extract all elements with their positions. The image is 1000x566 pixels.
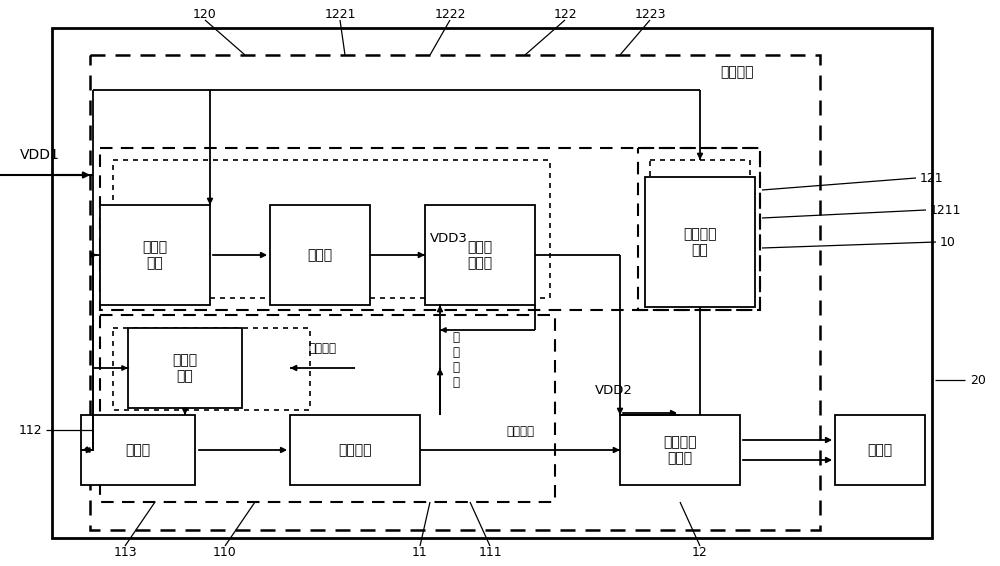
Text: 第一总线: 第一总线 <box>308 342 336 355</box>
Text: 120: 120 <box>193 7 217 20</box>
Text: VDD1: VDD1 <box>20 148 60 162</box>
Bar <box>620 415 740 485</box>
Bar <box>52 28 932 538</box>
Text: 12: 12 <box>692 546 708 559</box>
Text: 微控制器: 微控制器 <box>720 65 754 79</box>
Text: 112: 112 <box>18 423 42 436</box>
Text: 显示屏: 显示屏 <box>867 443 893 457</box>
Bar <box>650 160 750 298</box>
Text: VDD2: VDD2 <box>595 384 633 397</box>
Text: VDD3: VDD3 <box>430 231 468 245</box>
Text: 1221: 1221 <box>324 7 356 20</box>
Text: 113: 113 <box>113 546 137 559</box>
Text: 121: 121 <box>920 171 944 185</box>
Bar <box>290 415 420 485</box>
Bar <box>645 177 755 307</box>
Bar <box>128 328 242 408</box>
Text: 122: 122 <box>553 7 577 20</box>
Text: 模数转
换器: 模数转 换器 <box>172 353 198 383</box>
Text: 110: 110 <box>213 546 237 559</box>
Text: 1211: 1211 <box>930 204 962 217</box>
Bar <box>270 205 370 305</box>
Bar <box>638 148 760 310</box>
Text: 第一电子
开关: 第一电子 开关 <box>683 227 717 257</box>
Text: 基准电
压源: 基准电 压源 <box>142 240 168 270</box>
Bar <box>100 205 210 305</box>
Text: 控制芯片: 控制芯片 <box>338 443 372 457</box>
Text: 第二总线: 第二总线 <box>506 425 534 438</box>
Bar <box>90 55 820 530</box>
Text: 1222: 1222 <box>434 7 466 20</box>
Text: 10: 10 <box>940 235 956 248</box>
Bar <box>100 148 760 310</box>
Text: 11: 11 <box>412 546 428 559</box>
Text: 1223: 1223 <box>634 7 666 20</box>
Text: 111: 111 <box>478 546 502 559</box>
Text: 第
三
总
线: 第 三 总 线 <box>452 331 459 389</box>
Text: 稳压器: 稳压器 <box>125 443 151 457</box>
Bar <box>835 415 925 485</box>
Bar <box>100 315 555 502</box>
Text: 显示屏驱
动电路: 显示屏驱 动电路 <box>663 435 697 465</box>
Text: 20: 20 <box>970 374 986 387</box>
Bar <box>81 415 195 485</box>
Text: 电荷泵: 电荷泵 <box>307 248 333 262</box>
Text: 第二电
子开关: 第二电 子开关 <box>467 240 493 270</box>
Bar <box>113 160 550 298</box>
Bar <box>425 205 535 305</box>
Bar <box>113 328 310 410</box>
